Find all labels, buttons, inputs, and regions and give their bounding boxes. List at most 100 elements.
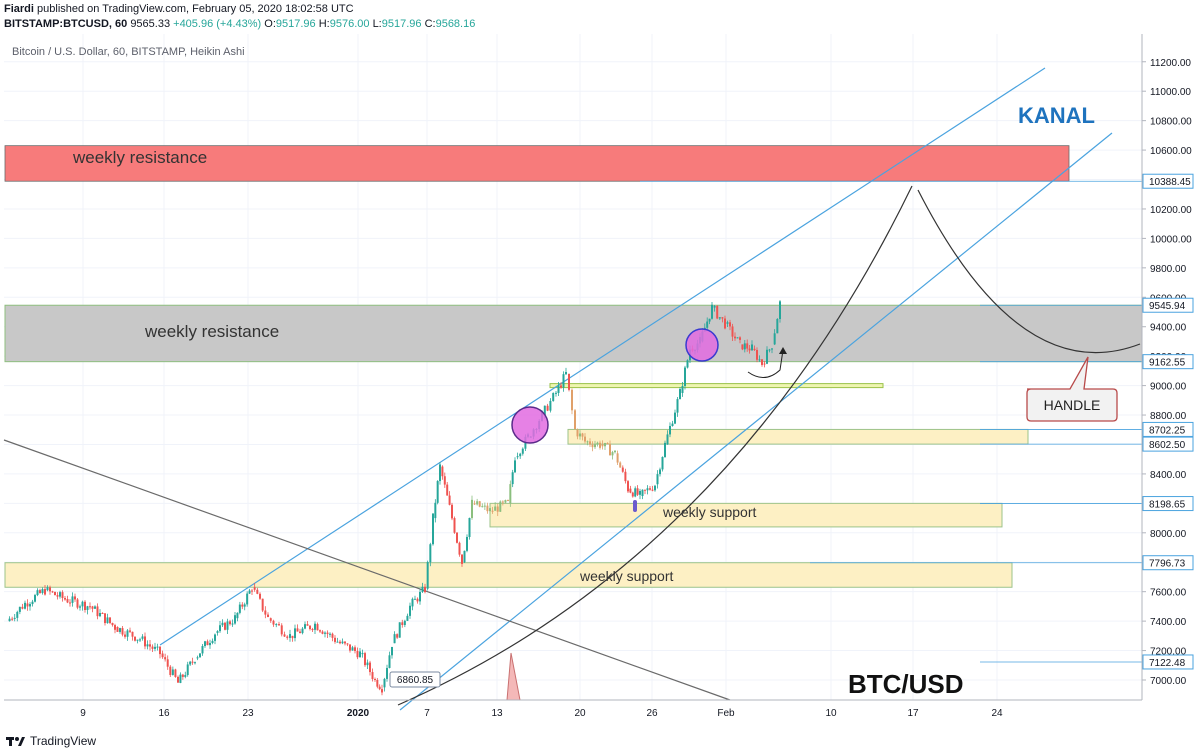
last-price: 9565.33 xyxy=(130,18,171,30)
candle-body xyxy=(748,348,751,351)
candle-body xyxy=(371,672,374,679)
descending-trend-line[interactable] xyxy=(3,439,731,701)
candle-body xyxy=(366,662,369,666)
candle-body xyxy=(256,589,259,594)
candle-body xyxy=(716,306,719,319)
price-tag-box xyxy=(1142,421,1194,437)
x-tick-label: 23 xyxy=(242,708,254,719)
candle-body xyxy=(631,492,634,497)
candle-body xyxy=(361,653,364,655)
candle-body xyxy=(64,597,66,600)
tradingview-logo[interactable]: TradingView xyxy=(6,734,96,748)
candle-body xyxy=(432,513,434,545)
candle-body xyxy=(599,442,601,448)
channel-lower-line[interactable] xyxy=(399,132,1113,711)
candle-body xyxy=(751,344,753,351)
candle-body xyxy=(624,471,627,482)
candle-body xyxy=(278,624,280,626)
zone-label-resistance-grey: weekly resistance xyxy=(144,322,279,341)
chart-area[interactable]: 7000.007200.007400.007600.007800.008000.… xyxy=(0,34,1200,725)
candle-body xyxy=(456,532,458,543)
candle-body xyxy=(393,634,396,644)
candle-body xyxy=(758,359,761,361)
candle-body xyxy=(401,622,404,625)
x-tick-label: 16 xyxy=(158,708,170,719)
zone-label-support-lower: weekly support xyxy=(579,568,673,584)
price-tag-box xyxy=(1142,354,1194,370)
candle-body xyxy=(111,622,114,626)
candle-body xyxy=(560,385,562,388)
price-axis[interactable]: 7000.007200.007400.007600.007800.008000.… xyxy=(1142,58,1192,687)
zone-minor-support[interactable] xyxy=(567,428,1029,445)
cup-right-curve[interactable] xyxy=(917,189,1141,354)
candle-body xyxy=(629,488,632,493)
price-tag-label: 8602.50 xyxy=(1149,440,1186,451)
candle-body xyxy=(329,633,331,635)
kanal-label: KANAL xyxy=(1018,103,1095,128)
candle-body xyxy=(174,669,177,677)
candle-body xyxy=(611,452,614,456)
candle-body xyxy=(299,631,301,634)
candle-body xyxy=(349,644,351,651)
time-axis[interactable]: 9 16 23 2020 7 13 20 26 Feb 10 17 24 xyxy=(80,708,1003,719)
candle-body xyxy=(304,624,306,629)
candle-body xyxy=(356,650,359,658)
zone-weekly-resistance-grey[interactable] xyxy=(4,304,1143,363)
chart-header: Fiardi published on TradingView.com, Feb… xyxy=(0,0,1200,34)
candle-body xyxy=(773,333,776,345)
candle-body xyxy=(586,441,589,443)
candle-body xyxy=(66,599,69,603)
candle-body xyxy=(507,500,509,502)
candle-body xyxy=(341,641,344,644)
zone-weekly-resistance-red[interactable] xyxy=(4,145,1070,182)
candle-body xyxy=(721,317,724,319)
candle-body xyxy=(177,676,179,683)
candle-body xyxy=(326,632,329,635)
highlight-circle[interactable] xyxy=(511,406,549,444)
candle-body xyxy=(606,442,609,445)
candle-body xyxy=(627,481,629,492)
candle-body xyxy=(24,602,26,609)
candle-body xyxy=(224,622,226,630)
candle-body xyxy=(489,508,491,512)
x-tick-label: 9 xyxy=(80,708,86,719)
price-tag-box xyxy=(1142,173,1194,189)
cup-left-curve[interactable] xyxy=(397,185,913,706)
candle-body xyxy=(473,503,476,505)
candle-body xyxy=(181,674,184,677)
candle-body xyxy=(724,318,726,329)
low-marker xyxy=(633,500,637,512)
candle-body xyxy=(396,634,399,638)
candle-body xyxy=(661,456,664,470)
low-value-label: 6860.85 xyxy=(397,675,434,686)
x-tick-label: 10 xyxy=(825,708,837,719)
candle-body xyxy=(18,606,21,612)
candle-body xyxy=(91,606,94,609)
highlight-circle[interactable] xyxy=(685,328,719,362)
candle-body xyxy=(94,606,96,609)
tradingview-logo-icon xyxy=(6,737,25,746)
candle-body xyxy=(166,659,169,667)
handle-callout[interactable] xyxy=(1026,356,1118,422)
candle-body xyxy=(494,506,497,511)
candle-body xyxy=(656,474,659,485)
candle-body xyxy=(419,591,421,602)
author-name[interactable]: Fiardi xyxy=(4,3,34,15)
price-chart[interactable]: 7000.007200.007400.007600.007800.008000.… xyxy=(0,34,1200,725)
candle-body xyxy=(201,646,204,654)
zone-weekly-support-lower[interactable] xyxy=(4,562,1013,588)
candle-body xyxy=(601,444,604,447)
candle-body xyxy=(543,405,546,416)
bounce-arrow[interactable] xyxy=(747,349,784,378)
x-tick-label: 20 xyxy=(574,708,586,719)
zone-weekly-support-upper[interactable] xyxy=(489,502,1003,528)
zone-9000-line[interactable] xyxy=(549,383,884,389)
candle-body xyxy=(169,666,172,675)
candle-body xyxy=(403,620,406,625)
candle-body xyxy=(713,306,716,308)
candle-body xyxy=(646,488,649,491)
candle-body xyxy=(514,460,516,473)
candle-body xyxy=(546,405,549,411)
candle-body xyxy=(314,623,316,630)
candle-body xyxy=(664,442,666,457)
